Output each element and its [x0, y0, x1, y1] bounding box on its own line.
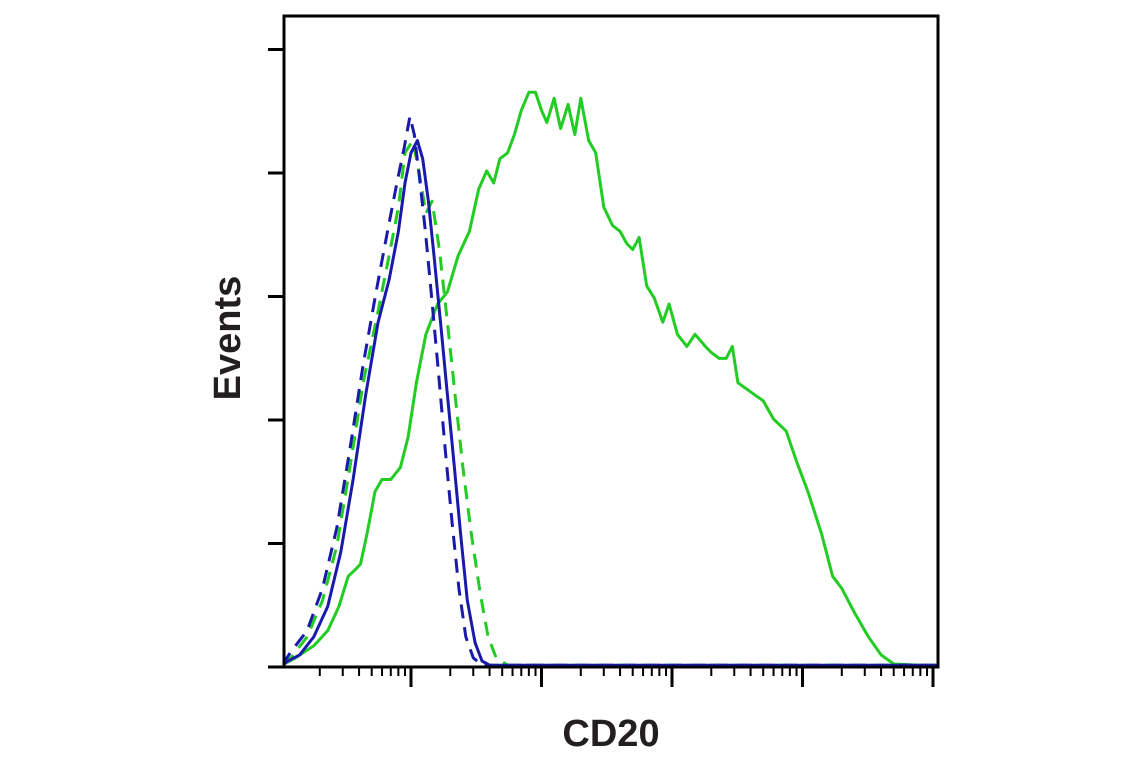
x-axis-ticks — [318, 667, 935, 687]
plot-frame — [282, 14, 940, 669]
series-line-3 — [282, 139, 938, 667]
x-axis-title: CD20 — [562, 713, 659, 755]
y-axis-ticks — [268, 48, 284, 669]
series-line-4 — [282, 115, 938, 667]
series-line-1 — [282, 90, 938, 667]
series-lines — [282, 90, 938, 667]
y-axis-title: Events — [207, 276, 249, 401]
